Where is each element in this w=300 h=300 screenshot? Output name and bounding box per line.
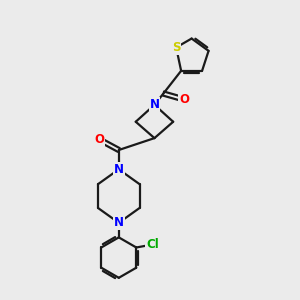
Text: N: N (114, 163, 124, 176)
Text: N: N (149, 98, 160, 111)
Text: Cl: Cl (146, 238, 159, 251)
Text: O: O (94, 133, 104, 146)
Text: S: S (172, 41, 180, 54)
Text: N: N (114, 216, 124, 229)
Text: O: O (179, 93, 189, 106)
